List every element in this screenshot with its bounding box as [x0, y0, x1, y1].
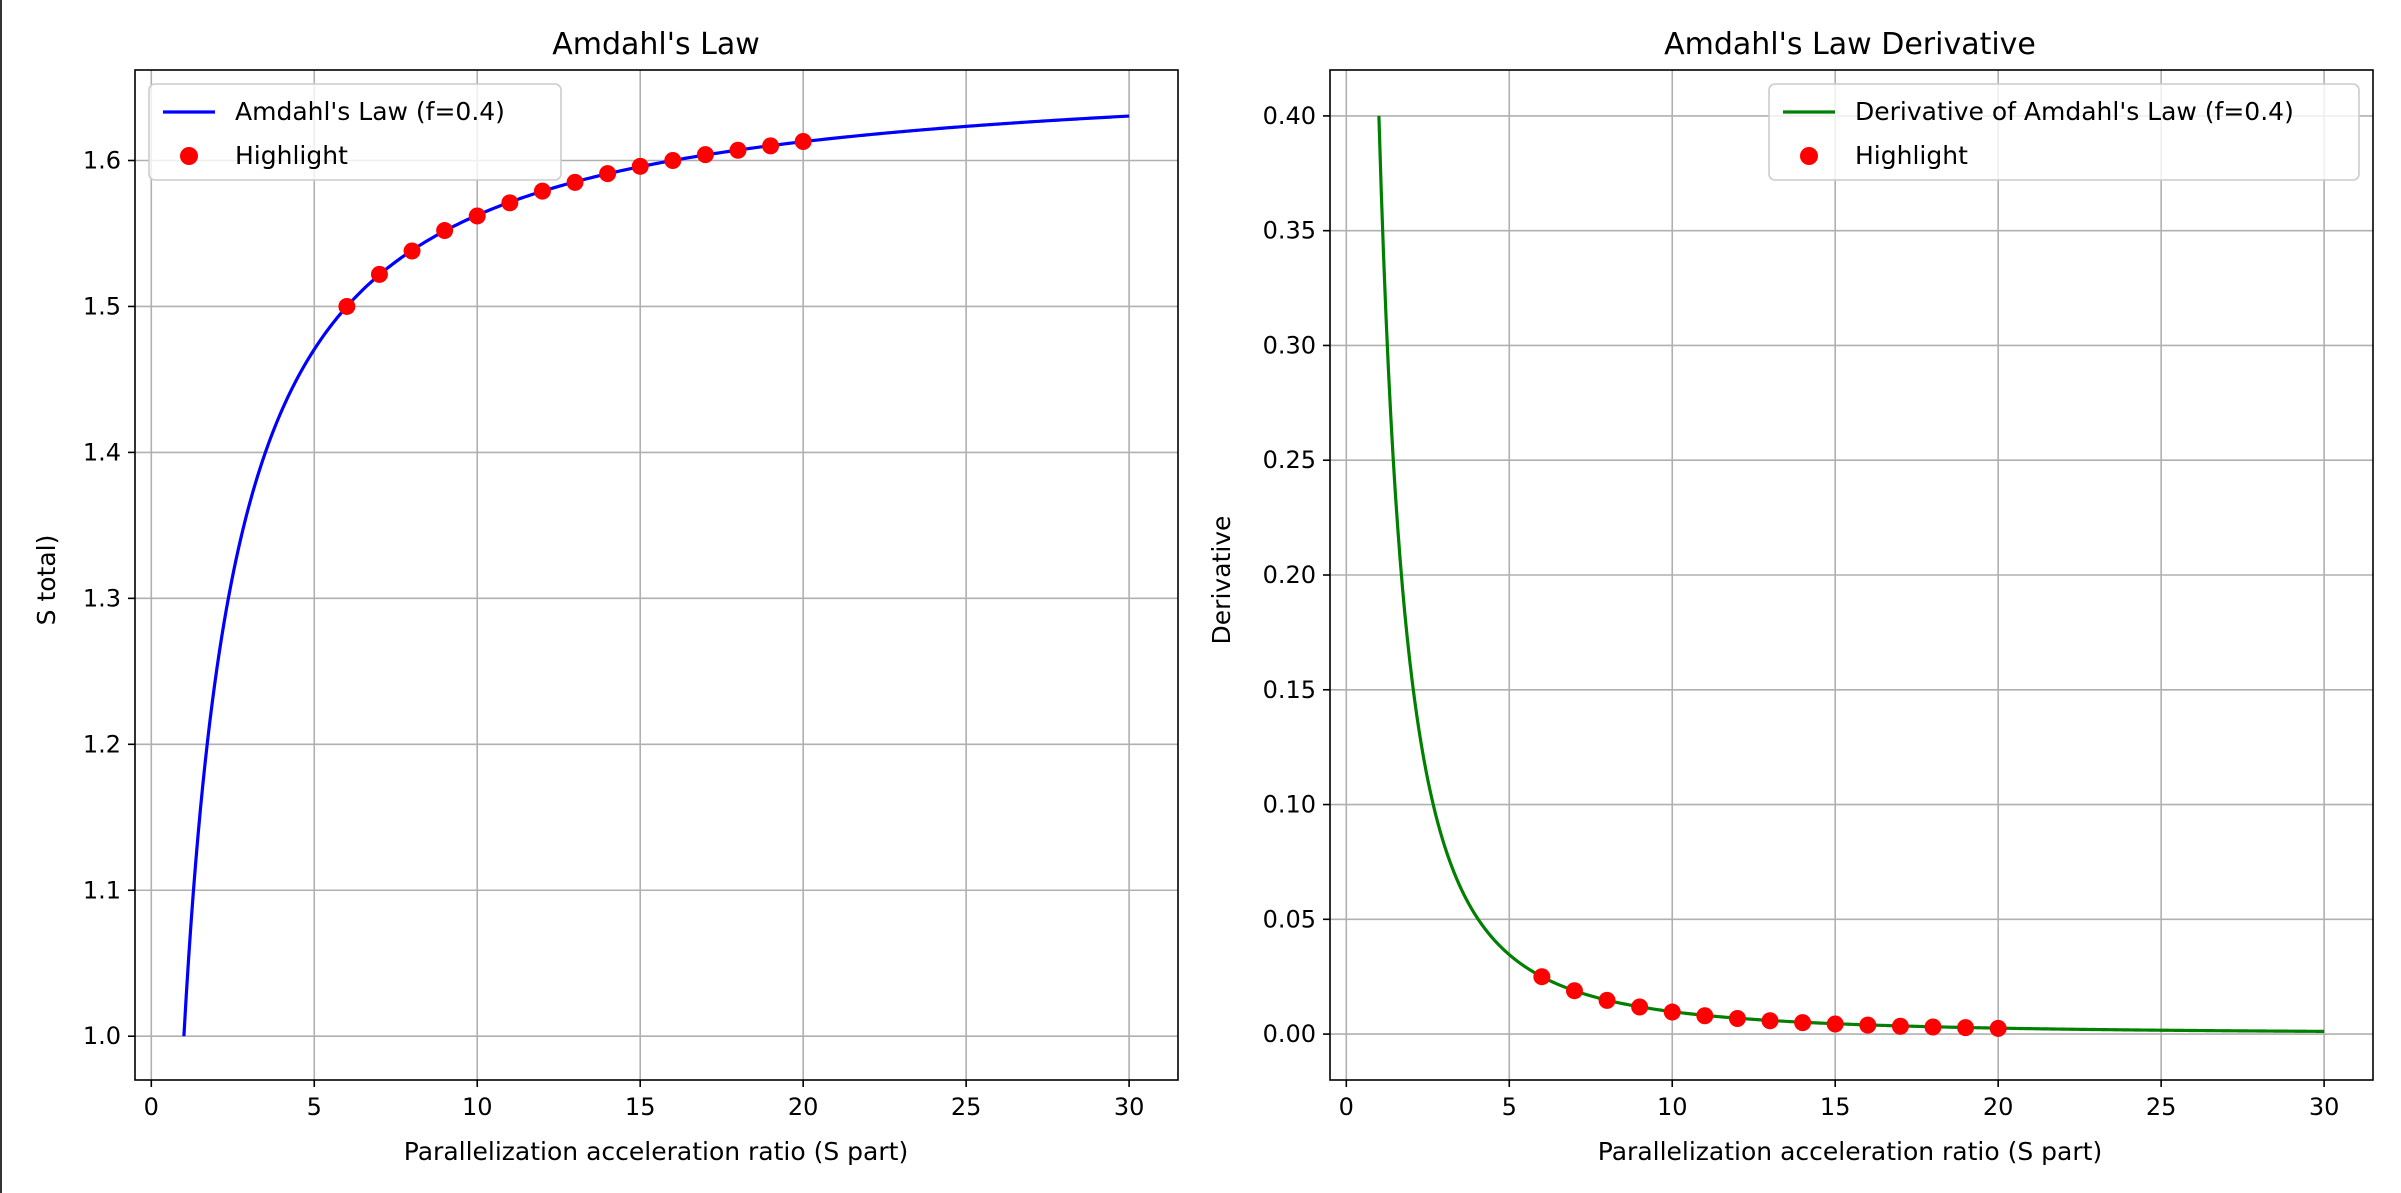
highlight-point [566, 173, 584, 191]
highlight-point [1957, 1019, 1975, 1037]
x-tick-label: 0 [144, 1093, 159, 1121]
highlight-point [1924, 1018, 1942, 1036]
highlight-point [501, 194, 519, 212]
series-line [1377, 115, 2325, 1033]
highlight-point [338, 297, 356, 315]
y-axis-label: S total) [32, 535, 61, 626]
x-tick-label: 20 [1983, 1093, 2014, 1121]
highlight-point [468, 207, 486, 225]
highlight-point [1891, 1017, 1909, 1035]
x-tick-label: 15 [1820, 1093, 1851, 1121]
x-tick-label: 5 [307, 1093, 322, 1121]
highlight-point [1859, 1016, 1877, 1034]
highlight-point [664, 151, 682, 169]
chart-title: Amdahl's Law [552, 27, 760, 62]
y-tick-label: 1.0 [83, 1022, 121, 1050]
y-tick-label: 0.40 [1263, 102, 1316, 130]
highlight-point [370, 265, 388, 283]
window-edge [0, 0, 2, 1193]
legend-box [148, 83, 562, 181]
amdahl-law-chart: Amdahl's Law Parallelization acceleratio… [32, 27, 1179, 1166]
highlight-point [533, 182, 551, 200]
plot-area-frame [1329, 69, 2374, 1081]
x-tick-label: 30 [1114, 1093, 1145, 1121]
highlight-point [1728, 1009, 1746, 1027]
highlight-point [436, 222, 454, 240]
legend-entry-label: Derivative of Amdahl's Law (f=0.4) [1855, 97, 2294, 126]
legend: Amdahl's Law (f=0.4) Highlight [148, 83, 562, 181]
y-tick-label: 0.10 [1263, 791, 1316, 819]
amdahl-law-derivative-chart: Amdahl's Law Derivative Parallelization … [1207, 27, 2374, 1166]
highlight-point [794, 133, 812, 151]
plot-area-frame [134, 69, 1179, 1081]
x-tick-label: 5 [1502, 1093, 1517, 1121]
highlight-point [1631, 998, 1649, 1016]
x-axis-label: Parallelization acceleration ratio (S pa… [404, 1137, 908, 1166]
highlight-point [729, 141, 747, 159]
highlight-point [696, 146, 714, 164]
highlight-point [1794, 1014, 1812, 1032]
highlight-point [631, 157, 649, 175]
y-tick-label: 0.25 [1263, 446, 1316, 474]
y-tick-label: 0.35 [1263, 217, 1316, 245]
legend-marker-swatch [1800, 147, 1818, 165]
x-axis-label: Parallelization acceleration ratio (S pa… [1598, 1137, 2102, 1166]
x-tick-label: 10 [1657, 1093, 1688, 1121]
y-tick-label: 1.4 [83, 438, 121, 466]
y-tick-label: 0.15 [1263, 676, 1316, 704]
x-tick-label: 0 [1339, 1093, 1354, 1121]
highlight-point [1598, 991, 1616, 1009]
y-tick-label: 1.1 [83, 876, 121, 904]
y-tick-label: 0.00 [1263, 1020, 1316, 1048]
highlight-point [1696, 1007, 1714, 1025]
x-tick-label: 20 [788, 1093, 819, 1121]
highlight-point [762, 137, 780, 155]
y-tick-label: 1.5 [83, 292, 121, 320]
y-tick-label: 1.6 [83, 146, 121, 174]
legend-marker-swatch [180, 147, 198, 165]
highlight-point [1761, 1012, 1779, 1030]
legend-box [1768, 83, 2360, 181]
legend-entry-label: Highlight [1855, 141, 1968, 170]
chart-title: Amdahl's Law Derivative [1664, 27, 2036, 62]
x-tick-label: 25 [951, 1093, 982, 1121]
highlight-point [1533, 968, 1551, 986]
y-axis-label: Derivative [1207, 516, 1236, 645]
x-tick-label: 10 [462, 1093, 493, 1121]
highlight-point [1663, 1003, 1681, 1021]
legend: Derivative of Amdahl's Law (f=0.4) Highli… [1768, 83, 2360, 181]
y-tick-label: 0.30 [1263, 331, 1316, 359]
x-tick-label: 15 [625, 1093, 656, 1121]
highlight-point [1989, 1019, 2007, 1037]
legend-entry-label: Highlight [235, 141, 348, 170]
legend-entry-label: Amdahl's Law (f=0.4) [235, 97, 505, 126]
y-tick-label: 0.20 [1263, 561, 1316, 589]
highlight-point [403, 242, 421, 260]
x-tick-label: 30 [2309, 1093, 2340, 1121]
y-tick-label: 1.3 [83, 584, 121, 612]
highlight-point [1826, 1015, 1844, 1033]
highlight-point [1565, 982, 1583, 1000]
y-tick-label: 1.2 [83, 730, 121, 758]
highlight-point [599, 165, 617, 183]
x-tick-label: 25 [2146, 1093, 2177, 1121]
series-line [182, 114, 1130, 1037]
y-tick-label: 0.05 [1263, 905, 1316, 933]
